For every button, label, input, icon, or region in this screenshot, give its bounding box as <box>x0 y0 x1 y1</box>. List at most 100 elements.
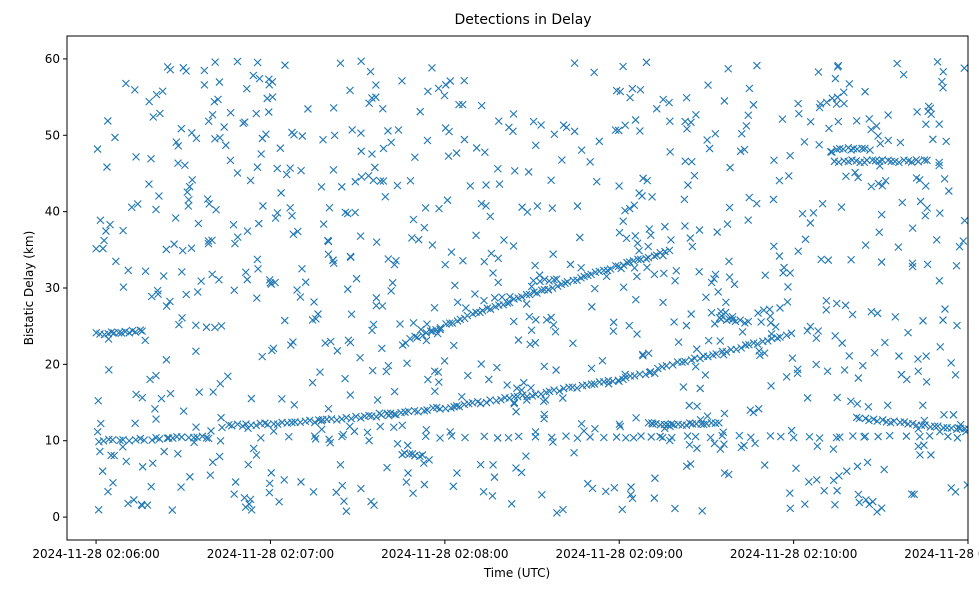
detection-point <box>254 219 263 228</box>
detection-point <box>259 202 267 210</box>
detection-point-band-12 <box>644 418 653 427</box>
detection-point <box>626 93 634 102</box>
detection-point <box>570 448 578 457</box>
detection-point-cluster-24 <box>138 327 147 335</box>
detection-point <box>482 202 490 210</box>
detection-point <box>231 239 239 248</box>
detection-point-track-curve-high <box>595 267 604 276</box>
detection-point <box>490 293 499 302</box>
detection-point-band-10b <box>885 431 894 440</box>
detection-point <box>450 281 459 290</box>
detection-point <box>147 482 156 491</box>
detection-point <box>785 489 794 498</box>
detection-point <box>365 99 373 108</box>
detection-point <box>409 489 417 498</box>
detection-point <box>638 350 647 359</box>
detection-point <box>949 410 958 419</box>
detection-point <box>801 235 810 244</box>
detection-point <box>370 501 378 510</box>
detection-point <box>840 99 848 108</box>
detection-point-cluster-8 <box>415 452 424 461</box>
detection-point <box>122 457 131 466</box>
detection-point-track-late-high <box>787 329 796 338</box>
detection-point <box>839 88 848 97</box>
detection-point <box>379 177 388 185</box>
detection-point <box>441 124 450 132</box>
detection-point <box>249 444 258 453</box>
detection-point <box>711 129 720 138</box>
detection-point <box>549 320 558 329</box>
detection-point <box>290 130 298 139</box>
detection-point <box>783 298 792 306</box>
detection-point <box>834 61 843 70</box>
detection-point <box>937 77 946 86</box>
detection-point <box>660 222 669 231</box>
detection-point <box>835 472 843 480</box>
detection-point <box>494 117 503 125</box>
detection-point-track-curve-low <box>263 420 272 429</box>
detection-point <box>428 241 437 249</box>
detection-point <box>512 384 521 393</box>
detection-point <box>480 257 489 266</box>
detection-point <box>644 242 653 251</box>
detection-point <box>540 362 549 371</box>
detection-point <box>369 176 378 185</box>
detection-point-track-curve-low <box>420 406 429 415</box>
detection-point <box>738 327 747 336</box>
detection-point <box>867 182 876 191</box>
detection-point <box>184 202 193 210</box>
detection-point <box>831 500 839 509</box>
detection-point <box>744 216 753 224</box>
detection-point <box>914 442 923 451</box>
detection-point <box>725 273 734 281</box>
detection-point <box>822 306 831 314</box>
detection-point <box>842 467 851 476</box>
detection-point <box>875 228 884 237</box>
detection-point <box>457 392 466 401</box>
detection-point <box>873 508 881 516</box>
detection-point <box>480 148 489 157</box>
detection-point-band-12 <box>682 421 691 430</box>
detection-point <box>441 260 450 269</box>
detection-point <box>233 169 242 177</box>
detection-point <box>372 301 381 310</box>
detection-point <box>737 129 746 138</box>
detection-point <box>127 203 136 212</box>
detection-point <box>570 127 579 136</box>
detection-point <box>786 151 795 160</box>
detection-point <box>858 361 867 370</box>
detection-point <box>133 200 142 208</box>
detection-point <box>252 109 261 118</box>
detection-point <box>622 234 631 243</box>
detection-point <box>121 79 130 88</box>
x-tick-label: 2024-11-28 02:06:00 <box>32 547 159 561</box>
detection-point <box>639 351 647 360</box>
detection-point <box>896 138 905 147</box>
detection-point <box>547 313 556 322</box>
detection-point <box>351 177 360 186</box>
detection-point-band-10a <box>119 435 127 444</box>
detection-point <box>378 104 387 113</box>
detection-point <box>832 299 841 308</box>
detection-point-track-curve-low <box>356 414 365 422</box>
detection-point <box>403 359 411 368</box>
detection-point <box>202 434 211 442</box>
detection-point <box>632 413 640 422</box>
detection-point <box>865 114 874 123</box>
detection-point-track-curve-high <box>644 253 653 262</box>
detection-point <box>247 394 256 403</box>
detection-point <box>166 389 175 398</box>
detection-point <box>271 278 280 287</box>
detection-point-track-curve-low <box>455 402 464 411</box>
detection-point <box>420 480 429 489</box>
detection-point <box>829 445 838 454</box>
detection-point <box>171 214 180 222</box>
detection-point <box>855 498 864 507</box>
detection-point <box>822 296 831 305</box>
detection-point-track-curve-low <box>310 418 319 427</box>
detection-point-band-12 <box>660 420 669 429</box>
detection-point <box>522 396 531 404</box>
detection-point-band-10a <box>116 436 124 445</box>
detection-point <box>587 364 596 373</box>
detection-point <box>880 338 889 347</box>
